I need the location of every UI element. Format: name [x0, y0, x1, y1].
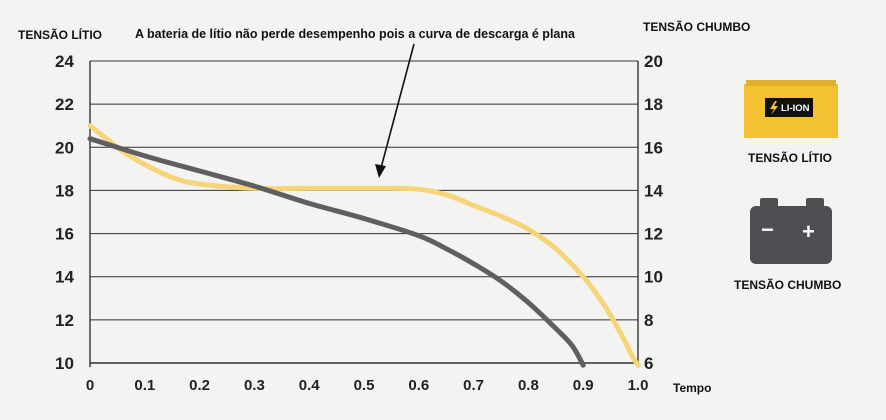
gridlines	[90, 60, 638, 364]
right-tick-label: 12	[644, 225, 663, 244]
x-tick-label: 1.0	[628, 377, 649, 394]
left-tick-label: 18	[55, 181, 74, 200]
x-tick-label: 0.7	[463, 377, 484, 394]
left-tick-label: 14	[55, 268, 74, 287]
axes	[89, 61, 639, 367]
right-axis-title: TENSÃO CHUMBO	[643, 20, 751, 34]
x-tick-label: 0.1	[134, 377, 155, 394]
x-tick-label: 0	[86, 377, 94, 394]
left-axis-title: TENSÃO LÍTIO	[18, 28, 102, 42]
chart-annotation: A bateria de lítio não perde desempenho …	[135, 27, 575, 41]
right-tick-label: 18	[644, 95, 663, 114]
x-tick-label: 0.6	[408, 377, 429, 394]
x-tick-label: 0.4	[299, 377, 321, 394]
x-axis-title: Tempo	[673, 381, 712, 395]
left-tick-label: 20	[55, 138, 74, 157]
x-tick-label: 0.2	[189, 377, 210, 394]
lithium-voltage-line	[87, 123, 641, 368]
left-tick-label: 22	[55, 95, 74, 114]
left-tick-label: 24	[55, 52, 74, 71]
x-tick-label: 0.5	[354, 377, 375, 394]
right-tick-label: 14	[644, 181, 663, 200]
series-lines	[87, 123, 641, 368]
legend-lead-caption: TENSÃO CHUMBO	[734, 278, 842, 292]
li-ion-battery-icon: LI-ION	[744, 80, 838, 138]
plus-icon: +	[802, 219, 815, 244]
annotation-arrow	[375, 43, 415, 178]
minus-icon: −	[761, 217, 774, 242]
annotation-arrow-head	[375, 164, 386, 178]
left-tick-label: 10	[55, 354, 74, 373]
legend-lithium-caption: TENSÃO LÍTIO	[748, 151, 832, 165]
right-tick-label: 6	[644, 354, 653, 373]
lead-acid-battery-icon: − +	[750, 198, 832, 264]
x-tick-label: 0.9	[573, 377, 594, 394]
x-tick-label: 0.3	[244, 377, 265, 394]
tick-labels: 10 12 14 16 18 20 22 24 6 8 10 12 14 16 18 20 0 0.1 0.2 0.3…	[55, 52, 663, 394]
x-tick-label: 0.8	[518, 377, 539, 394]
annotation-arrow-shaft	[380, 43, 415, 169]
li-ion-badge-text: LI-ION	[781, 103, 810, 114]
right-tick-label: 20	[644, 52, 663, 71]
right-tick-label: 10	[644, 268, 663, 287]
right-tick-label: 8	[644, 311, 653, 330]
left-tick-label: 16	[55, 225, 74, 244]
lead-voltage-line	[87, 136, 586, 368]
right-tick-label: 16	[644, 138, 663, 157]
left-tick-label: 12	[55, 311, 74, 330]
lightning-icon	[770, 101, 778, 115]
